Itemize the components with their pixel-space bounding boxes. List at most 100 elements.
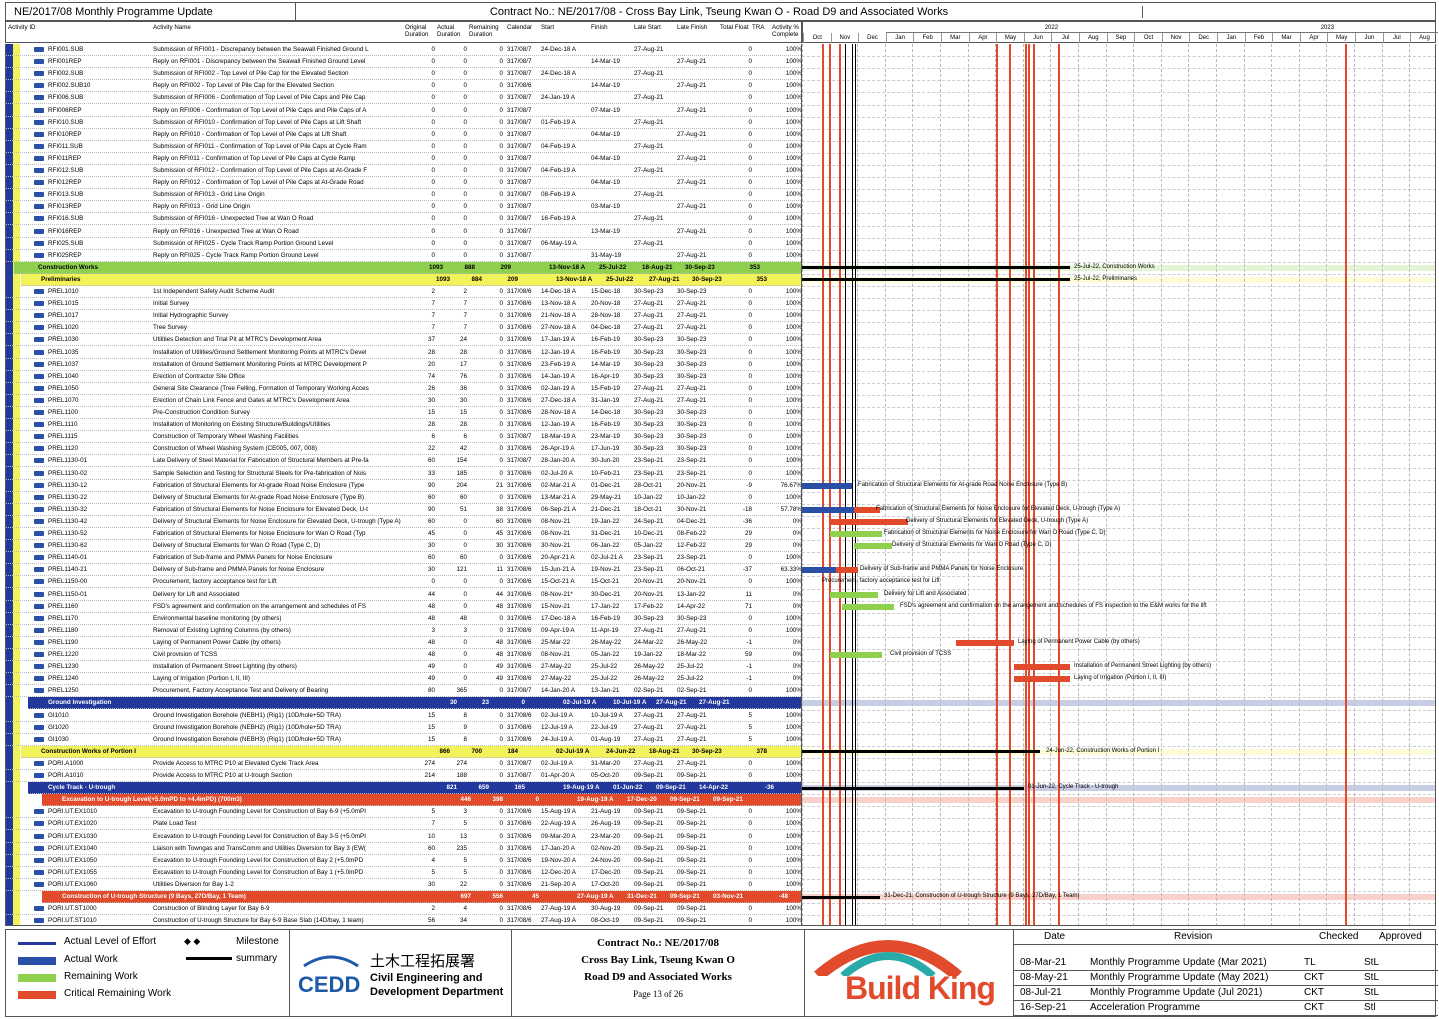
table-row[interactable]: PORI.A1010 Provide Access to MTRC P10 at …: [6, 770, 801, 783]
table-row[interactable]: PREL1130-02 Sample Selection and Testing …: [6, 468, 801, 480]
table-row[interactable]: PREL1010 1st Independent Safety Audit Sch…: [6, 286, 801, 299]
table-row[interactable]: PREL1017 Initial Hydrographic Survey 7 7 0 31…: [6, 310, 801, 323]
wbs-group-row[interactable]: Construction Works of Portion I 866 700 184…: [21, 745, 801, 758]
col-remaining-duration[interactable]: Remaining Duration: [469, 24, 499, 38]
col-finish[interactable]: Finish: [591, 24, 608, 31]
activity-bar[interactable]: [836, 567, 858, 574]
table-row[interactable]: PREL1130-12 Fabrication of Structural Ele…: [6, 480, 801, 492]
col-late-finish[interactable]: Late Finish: [677, 24, 708, 31]
activity-bar[interactable]: [854, 506, 880, 513]
table-row[interactable]: PORI.UT.EX1050 Excavation to U-trough Fou…: [6, 855, 801, 867]
table-row[interactable]: PREL1040 Erection of Contractor Site Offi…: [6, 371, 801, 383]
table-row[interactable]: PREL1130-62 Delivery of Structural Elemen…: [6, 540, 801, 553]
wbs-group-row[interactable]: Excavation to U-trough Level(+5.0mPD to …: [42, 794, 801, 807]
table-row[interactable]: PREL1140-21 Delivery of Sub-frame and PMM…: [6, 564, 801, 577]
table-row[interactable]: GI1030 Ground Investigation Borehole (NEB…: [6, 734, 801, 746]
table-row[interactable]: RFI012REP Reply on RFI012 - Confirmation …: [6, 177, 801, 190]
table-row[interactable]: RFI001REP Reply on RFI001 - Discrepancy b…: [6, 56, 801, 69]
table-row[interactable]: RFI013.SUB Submission of RFI013 - Grid Li…: [6, 189, 801, 202]
table-row[interactable]: PREL1050 General Site Clearance (Tree Fel…: [6, 383, 801, 395]
col-activity-name[interactable]: Activity Name: [153, 24, 191, 31]
table-row[interactable]: PREL1250 Procurement, Factory Acceptance …: [6, 685, 801, 698]
table-row[interactable]: PORI.A1000 Provide Access to MTRC P10 at …: [6, 758, 801, 770]
wbs-group-row[interactable]: Construction Works 1093 888 209 13-Nov-18 A 2…: [14, 261, 801, 274]
table-row[interactable]: PREL1140-01 Fabrication of Sub-frame and …: [6, 552, 801, 565]
table-row[interactable]: RFI011.SUB Submission of RFI011 - Confirm…: [6, 141, 801, 153]
table-row[interactable]: PREL1150-00 Procurement, factory acceptan…: [6, 576, 801, 589]
table-row[interactable]: PREL1240 Laying of Irrigation (Portion I,…: [6, 673, 801, 686]
table-row[interactable]: RFI002.SUB10 Reply on RFI002 - Top Level …: [6, 80, 801, 93]
table-row[interactable]: RFI010.SUB Submission of RFI010 - Confirm…: [6, 117, 801, 129]
table-row[interactable]: PREL1130-22 Delivery of Structural Elemen…: [6, 492, 801, 504]
table-row[interactable]: PORI.UT.ST1000 Construction of Blinding L…: [6, 903, 801, 916]
table-row[interactable]: PREL1150-01 Delivery for Lift and Associa…: [6, 589, 801, 601]
table-row[interactable]: PREL1037 Installation of Ground Settlemen…: [6, 359, 801, 371]
activity-bar[interactable]: [854, 543, 892, 550]
col-total-float[interactable]: Total Float: [720, 24, 749, 31]
table-row[interactable]: PREL1130-32 Fabrication of Structural Ele…: [6, 504, 801, 516]
table-row[interactable]: PREL1120 Construction of Wheel Washing Sy…: [6, 443, 801, 456]
table-row[interactable]: PREL1020 Tree Survey 7 7 0 317/08/6 27-Nov-18 …: [6, 322, 801, 335]
col-calendar[interactable]: Calendar: [507, 24, 533, 31]
table-row[interactable]: PORI.UT.EX1060 Utilities Diversion for Ba…: [6, 879, 801, 891]
col-actual-duration[interactable]: Actual Duration: [437, 24, 461, 38]
table-row[interactable]: PREL1130-42 Delivery of Structural Elemen…: [6, 516, 801, 528]
table-row[interactable]: RFI016.SUB Submission of RFI016 - Unexpec…: [6, 213, 801, 226]
table-row[interactable]: RFI011REP Reply on RFI011 - Confirmation …: [6, 153, 801, 165]
activity-bar[interactable]: [830, 531, 882, 537]
table-row[interactable]: RFI013REP Reply on RFI013 - Grid Line Ori…: [6, 201, 801, 214]
activity-bar[interactable]: [830, 652, 882, 658]
col-original-duration[interactable]: Original Duration: [405, 24, 429, 38]
table-row[interactable]: PREL1230 Installation of Permanent Street…: [6, 661, 801, 674]
table-row[interactable]: RFI006REP Reply on RFI006 - Confirmation …: [6, 105, 801, 117]
table-row[interactable]: RFI025.SUB Submission of RFI025 - Cycle T…: [6, 238, 801, 250]
activity-bar[interactable]: [1014, 676, 1070, 683]
summary-bar[interactable]: [802, 266, 1070, 270]
table-row[interactable]: PORI.UT.EX1055 Excavation to U-trough Fou…: [6, 867, 801, 879]
table-row[interactable]: PREL1030 Utilities Detection and Trial Pi…: [6, 334, 801, 347]
table-row[interactable]: GI1020 Ground Investigation Borehole (NEB…: [6, 722, 801, 734]
table-row[interactable]: PORI.UT.ST1010 Construction of U-trough S…: [6, 915, 801, 925]
table-row[interactable]: RFI002.SUB Submission of RFI002 - Top Lev…: [6, 68, 801, 81]
activity-bar[interactable]: [802, 567, 836, 574]
col-start[interactable]: Start: [541, 24, 555, 31]
summary-bar[interactable]: [802, 750, 1040, 754]
summary-bar[interactable]: [802, 786, 1024, 790]
wbs-group-row[interactable]: Cycle Track - U-trough 821 659 165 19-Aug-19…: [28, 782, 801, 795]
table-row[interactable]: PORI.UT.EX1020 Plate Load Test 7 5 0 317/08/6…: [6, 818, 801, 831]
table-row[interactable]: PREL1015 Initial Survey 7 7 0 317/08/6 13-Nov-…: [6, 298, 801, 311]
table-row[interactable]: RFI006.SUB Submission of RFI006 - Confirm…: [6, 92, 801, 105]
activity-bar[interactable]: [830, 591, 878, 598]
table-row[interactable]: PREL1130-52 Fabrication of Structural Ele…: [6, 528, 801, 541]
table-row[interactable]: PREL1115 Construction of Temporary Wheel …: [6, 431, 801, 444]
table-row[interactable]: PREL1070 Erection of Chain Link Fence and…: [6, 395, 801, 407]
table-row[interactable]: RFI016REP Reply on RFI016 - Unexpected Tr…: [6, 226, 801, 238]
table-row[interactable]: PREL1160 FSD's agreement and confirmation…: [6, 601, 801, 613]
table-row[interactable]: GI1010 Ground Investigation Borehole (NEB…: [6, 710, 801, 722]
summary-bar[interactable]: [802, 278, 1070, 282]
table-row[interactable]: PORI.UT.EX1040 Liaison with Towngas and T…: [6, 843, 801, 855]
table-row[interactable]: PREL1190 Laying of Permanent Power Cable …: [6, 637, 801, 649]
col-activity-id[interactable]: Activity ID: [8, 24, 36, 31]
table-row[interactable]: PREL1130-01 Late Delivery of Steel Materi…: [6, 455, 801, 468]
activity-bar[interactable]: [842, 603, 894, 610]
table-row[interactable]: PREL1100 Pre-Construction Condition Surve…: [6, 407, 801, 420]
wbs-group-row[interactable]: Construction of U-trough Structure (9 Ba…: [42, 891, 801, 904]
wbs-group-row[interactable]: Ground Investigation 30 23 0 02-Jul-19 A 10-J…: [28, 697, 801, 710]
table-row[interactable]: PREL1110 Installation of Monitoring on Ex…: [6, 419, 801, 432]
table-row[interactable]: RFI012.SUB Submission of RFI012 - Confirm…: [6, 165, 801, 178]
table-row[interactable]: PORI.UT.EX1030 Excavation to U-trough Fou…: [6, 831, 801, 843]
table-row[interactable]: PREL1170 Environmental baseline monitorin…: [6, 613, 801, 625]
activity-bar[interactable]: [956, 639, 1014, 646]
summary-bar[interactable]: [802, 895, 880, 899]
activity-bar[interactable]: [802, 482, 852, 489]
activity-bar[interactable]: [802, 506, 880, 513]
activity-bar[interactable]: [1014, 664, 1070, 671]
wbs-group-row[interactable]: Preliminaries 1093 884 209 13-Nov-18 A 25-Jul…: [21, 273, 801, 286]
col-percent-complete[interactable]: Activity % Complete: [772, 24, 799, 38]
table-row[interactable]: RFI001.SUB Submission of RFI001 - Discrep…: [6, 44, 801, 57]
table-row[interactable]: PORI.UT.EX1010 Excavation to U-trough Fou…: [6, 806, 801, 819]
table-row[interactable]: RFI010REP Reply on RFI010 - Confirmation …: [6, 129, 801, 141]
table-row[interactable]: PREL1180 Removal of Existing Lighting Col…: [6, 625, 801, 637]
table-row[interactable]: PREL1220 Civil provision of TCSS 48 0 48 317/…: [6, 649, 801, 662]
